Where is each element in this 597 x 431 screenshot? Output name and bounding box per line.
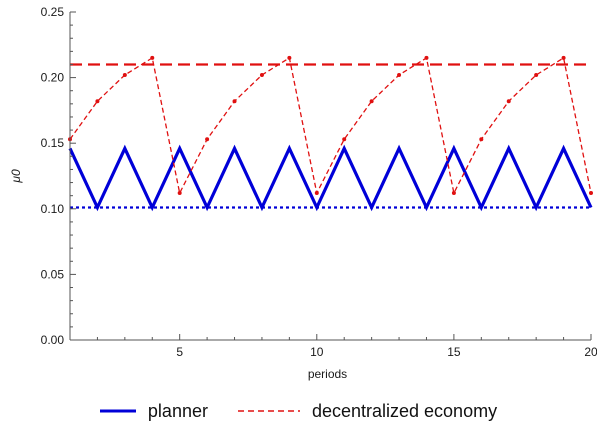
data-point-decentralized-economy [177, 191, 182, 196]
legend-swatch-planner [99, 409, 136, 413]
data-point-decentralized-economy [122, 72, 127, 77]
data-point-decentralized-economy [451, 191, 456, 196]
y-tick-label: 0.05 [41, 267, 65, 281]
x-tick-label: 20 [584, 345, 597, 359]
data-point-decentralized-economy [259, 72, 264, 77]
legend-swatch-decentralized-economy [237, 410, 300, 412]
legend-item-planner: planner [99, 400, 208, 422]
y-tick-label: 0.10 [41, 202, 65, 216]
series-line-planner [68, 144, 593, 212]
data-point-decentralized-economy [424, 55, 429, 60]
data-point-decentralized-economy [342, 137, 347, 142]
y-tick-label: 0.25 [41, 5, 65, 19]
data-point-decentralized-economy [205, 137, 210, 142]
data-point-decentralized-economy [314, 191, 319, 196]
data-point-decentralized-economy [397, 72, 402, 77]
x-axis-title: periods [308, 367, 347, 381]
x-tick-label: 10 [310, 345, 324, 359]
data-point-decentralized-economy [150, 55, 155, 60]
data-point-decentralized-economy [534, 72, 539, 77]
x-tick-label: 5 [176, 345, 183, 359]
x-tick-label: 15 [447, 345, 461, 359]
series-line-decentralized-economy [69, 56, 592, 196]
data-point-decentralized-economy [287, 55, 292, 60]
data-point-decentralized-economy [95, 99, 100, 104]
reference-lines [70, 63, 591, 209]
axes: 0.00 0.05 0.10 0.15 0.20 0.25 5 10 15 20 [41, 5, 597, 359]
legend-item-decentralized-economy: decentralized economy [237, 400, 498, 422]
data-point-decentralized-economy [479, 137, 484, 142]
data-point-decentralized-economy [506, 99, 511, 104]
y-tick-label: 0.15 [41, 136, 65, 150]
y-tick-label: 0.20 [41, 71, 65, 85]
legend-label-decentralized-economy: decentralized economy [311, 400, 498, 421]
series-layer [68, 55, 593, 212]
data-point-decentralized-economy [232, 99, 237, 104]
data-point-decentralized-economy [561, 55, 566, 60]
legend-label-planner: planner [147, 400, 208, 421]
data-point-decentralized-economy [589, 191, 593, 196]
y-tick-label: 0.00 [41, 333, 65, 347]
y-axis-title: μ0 [9, 169, 23, 184]
data-point-decentralized-economy [369, 99, 374, 104]
legend: planner decentralized economy [0, 396, 597, 426]
